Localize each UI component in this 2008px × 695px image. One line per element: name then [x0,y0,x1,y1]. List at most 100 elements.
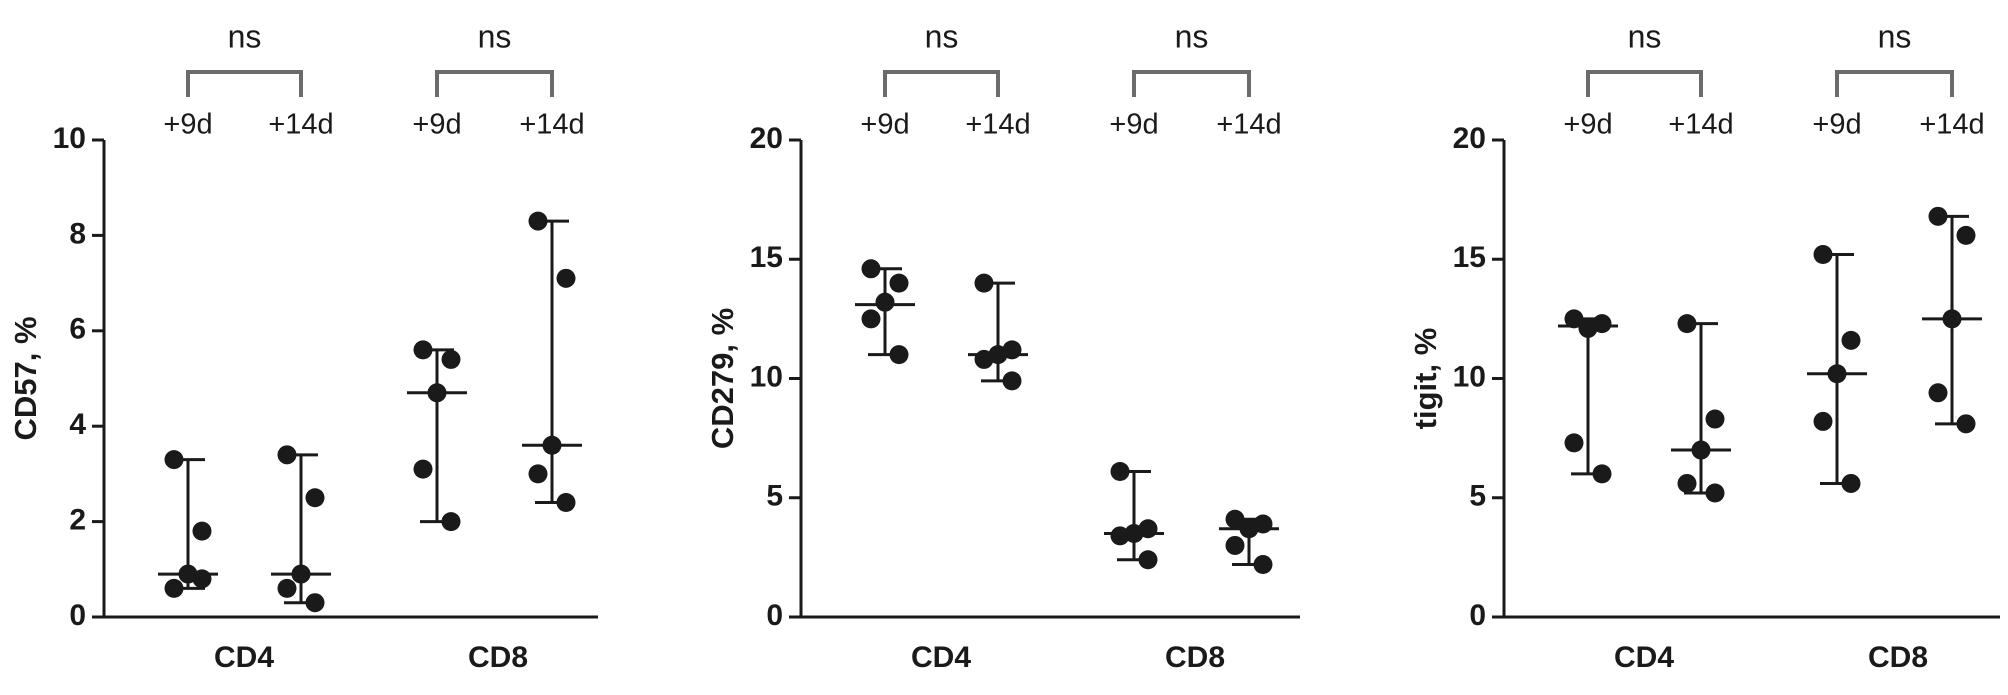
y-tick-label: 4 [69,408,86,441]
significance-bracket [1586,70,1703,97]
y-tick-label: 5 [766,480,783,513]
data-point [1253,555,1273,575]
data-point [974,273,994,293]
significance-label: ns [925,18,959,54]
data-point [1564,433,1584,453]
data-point [305,593,325,613]
data-point [1691,440,1711,460]
data-point [875,292,895,312]
data-point [441,512,461,532]
data-point [441,349,461,369]
data-point [1956,414,1976,434]
significance-bracket [435,70,554,97]
significance-label: ns [1628,18,1662,54]
data-point [1002,371,1022,391]
data-point [164,450,184,470]
significance-label: ns [1175,18,1209,54]
data-point [528,464,548,484]
data-point [164,578,184,598]
data-point [1942,309,1962,329]
data-point [889,273,909,293]
data-point [542,435,562,455]
group-label: +9d [860,109,909,141]
data-point [1705,483,1725,503]
data-point [1956,225,1976,245]
data-point [192,521,212,541]
y-tick-label: 0 [766,599,783,632]
data-point [1841,473,1861,493]
data-point [427,383,447,403]
group-label: +14d [965,109,1030,141]
data-point [556,493,576,513]
x-tick-label: CD8 [1165,641,1225,674]
y-tick-label: 10 [53,122,86,155]
x-tick-label: CD8 [1868,641,1928,674]
group-label: +14d [1216,109,1281,141]
data-point [277,445,297,465]
y-tick-label: 0 [1469,599,1486,632]
data-point [1928,383,1948,403]
group-label: +9d [412,109,461,141]
group-label: +14d [268,109,333,141]
data-point [1110,526,1130,546]
x-tick-label: CD8 [468,641,528,674]
significance-label: ns [478,18,512,54]
y-axis-label: CD279, % [705,308,740,449]
data-point [1827,364,1847,384]
data-point [1239,519,1259,539]
data-point [861,309,881,329]
data-point [889,345,909,365]
significance-bracket [883,70,1000,97]
x-tick-label: CD4 [1614,641,1674,674]
data-point [1110,462,1130,482]
group-label: +9d [1563,109,1612,141]
data-point [1564,309,1584,329]
data-point [1138,550,1158,570]
group-label: +9d [1109,109,1158,141]
y-tick-label: 8 [69,217,86,250]
data-point [1705,409,1725,429]
y-tick-label: 10 [1453,360,1486,393]
data-point [861,259,881,279]
x-tick-label: CD4 [911,641,971,674]
y-tick-label: 2 [69,504,86,537]
y-tick-label: 15 [1453,241,1486,274]
data-point [413,459,433,479]
y-axis-label: tigit, % [1408,328,1443,430]
y-tick-label: 5 [1469,480,1486,513]
y-tick-label: 20 [750,122,783,155]
y-tick-label: 0 [69,599,86,632]
data-point [528,211,548,231]
group-label: +9d [1812,109,1861,141]
data-point [1592,464,1612,484]
data-point [291,564,311,584]
y-tick-label: 10 [750,360,783,393]
data-point [1928,206,1948,226]
significance-label: ns [1878,18,1912,54]
significance-label: ns [228,18,262,54]
data-point [192,569,212,589]
data-point [1841,330,1861,350]
group-label: +14d [1919,109,1984,141]
group-label: +14d [1668,109,1733,141]
x-tick-label: CD4 [214,641,274,674]
data-point [1124,524,1144,544]
y-tick-label: 20 [1453,122,1486,155]
data-point [974,349,994,369]
data-point [1813,411,1833,431]
data-point [277,578,297,598]
data-point [1677,314,1697,334]
group-label: +9d [163,109,212,141]
significance-bracket [1835,70,1954,97]
significance-bracket [186,70,303,97]
significance-bracket [1132,70,1251,97]
y-axis-label: CD57, % [8,316,43,440]
data-point [1225,509,1245,529]
data-point [1813,244,1833,264]
y-tick-label: 15 [750,241,783,274]
y-tick-label: 6 [69,313,86,346]
data-point [413,340,433,360]
data-point [556,268,576,288]
group-label: +14d [519,109,584,141]
